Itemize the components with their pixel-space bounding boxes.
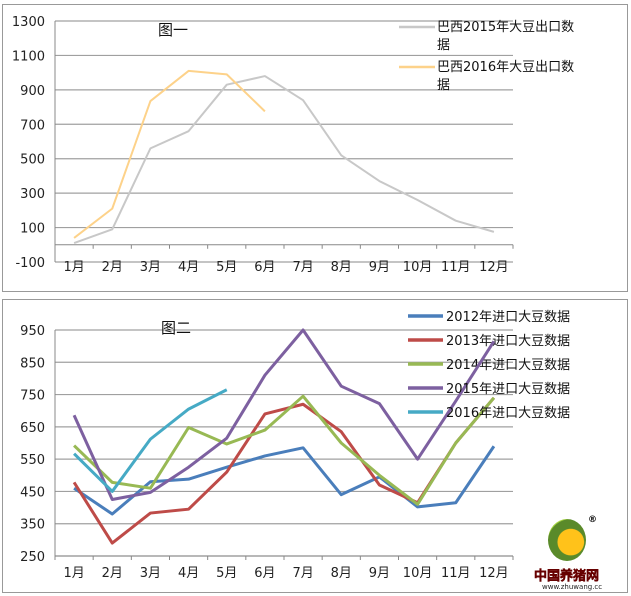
chart-2: 950 850 750 650 550 450 350 250 1月 2月 3月 4月 5月 6月 7月 8月… bbox=[20, 310, 570, 581]
chart-panel-2: 950 850 750 650 550 450 350 250 1月 2月 3月 4月 5月 6月 7月 8月… bbox=[2, 299, 628, 593]
x-tick-label: 9月 bbox=[369, 260, 390, 275]
series-line-2013年进口大豆数据 bbox=[72, 396, 496, 545]
x-tick-label: 2月 bbox=[102, 566, 123, 581]
x-tick-label: 8月 bbox=[331, 260, 352, 275]
x-tick-label: 1月 bbox=[63, 260, 84, 275]
series-line-2016年进口大豆数据 bbox=[73, 388, 228, 493]
chart-panel-1: 1300 1100 900 700 500 300 100 -100 1月 2月 3月 4月 5月 6月 7… bbox=[2, 4, 628, 292]
x-tick-label: 9月 bbox=[369, 566, 390, 581]
x-tick-label: 3月 bbox=[140, 566, 161, 581]
legend-label: 2014年进口大豆数据 bbox=[446, 358, 570, 373]
legend-label: 2015年进口大豆数据 bbox=[446, 382, 570, 397]
y-tick-label: 350 bbox=[20, 518, 45, 533]
legend-label: 2012年进口大豆数据 bbox=[446, 310, 570, 325]
x-tick-label: 6月 bbox=[254, 260, 275, 275]
legend-label-cont: 据 bbox=[437, 38, 450, 53]
x-tick-label: 5月 bbox=[216, 566, 237, 581]
watermark-url: www.zhuwang.cc bbox=[542, 583, 603, 591]
x-tick-label: 8月 bbox=[331, 566, 352, 581]
y-tick-label: 1300 bbox=[12, 15, 45, 30]
x-tick-label: 2月 bbox=[102, 260, 123, 275]
x-tick-label: 4月 bbox=[178, 566, 199, 581]
chart-1: 1300 1100 900 700 500 300 100 -100 1月 2月 3月 4月 5月 6月 7… bbox=[12, 15, 574, 275]
legend-label: 2016年进口大豆数据 bbox=[446, 406, 570, 421]
x-tick-label: 3月 bbox=[140, 260, 161, 275]
x-tick-label: 11月 bbox=[441, 566, 471, 581]
watermark-logo: ® 中国养猪网 www.zhuwang.cc bbox=[530, 515, 630, 595]
series-line-巴西2015年大豆出口数据 bbox=[73, 75, 495, 245]
x-tick-label: 5月 bbox=[216, 260, 237, 275]
x-tick-label: 7月 bbox=[292, 260, 313, 275]
registered-mark: ® bbox=[588, 515, 597, 525]
legend-label: 巴西2016年大豆出口数 bbox=[437, 60, 574, 75]
watermark-name: 中国养猪网 bbox=[534, 569, 600, 585]
legend-label-cont: 据 bbox=[437, 78, 450, 93]
y-tick-label: 900 bbox=[20, 84, 45, 99]
series-line-2014年进口大豆数据 bbox=[73, 394, 496, 506]
series-line-2015年进口大豆数据 bbox=[72, 328, 496, 501]
x-tick-label: 4月 bbox=[178, 260, 199, 275]
y-tick-label: 850 bbox=[20, 356, 45, 371]
y-tick-label: 500 bbox=[20, 153, 45, 168]
y-tick-label: 450 bbox=[20, 485, 45, 500]
chart-title: 图一 bbox=[158, 21, 188, 39]
x-tick-label: 6月 bbox=[254, 566, 275, 581]
x-tick-label: 10月 bbox=[403, 566, 433, 581]
y-tick-label: 100 bbox=[20, 222, 45, 237]
chart-title: 图二 bbox=[161, 319, 191, 337]
x-tick-label: 1月 bbox=[63, 566, 84, 581]
y-tick-label: 750 bbox=[20, 389, 45, 404]
x-tick-label: 11月 bbox=[441, 260, 471, 275]
y-tick-label: 250 bbox=[20, 550, 45, 565]
x-tick-label: 12月 bbox=[479, 566, 509, 581]
legend-label: 巴西2015年大豆出口数 bbox=[437, 20, 574, 35]
y-tick-label: 650 bbox=[20, 421, 45, 436]
x-tick-label: 7月 bbox=[292, 566, 313, 581]
y-tick-label: 300 bbox=[20, 187, 45, 202]
y-tick-label: 1100 bbox=[12, 49, 45, 64]
y-tick-label: 550 bbox=[20, 453, 45, 468]
x-tick-label: 12月 bbox=[479, 260, 509, 275]
y-tick-label: 950 bbox=[20, 324, 45, 339]
x-tick-label: 10月 bbox=[403, 260, 433, 275]
y-tick-label: 700 bbox=[20, 118, 45, 133]
series-line-巴西2016年大豆出口数据 bbox=[73, 69, 266, 239]
y-tick-label: -100 bbox=[15, 256, 45, 271]
legend-label: 2013年进口大豆数据 bbox=[446, 334, 570, 349]
pig-logo-icon bbox=[548, 519, 586, 561]
